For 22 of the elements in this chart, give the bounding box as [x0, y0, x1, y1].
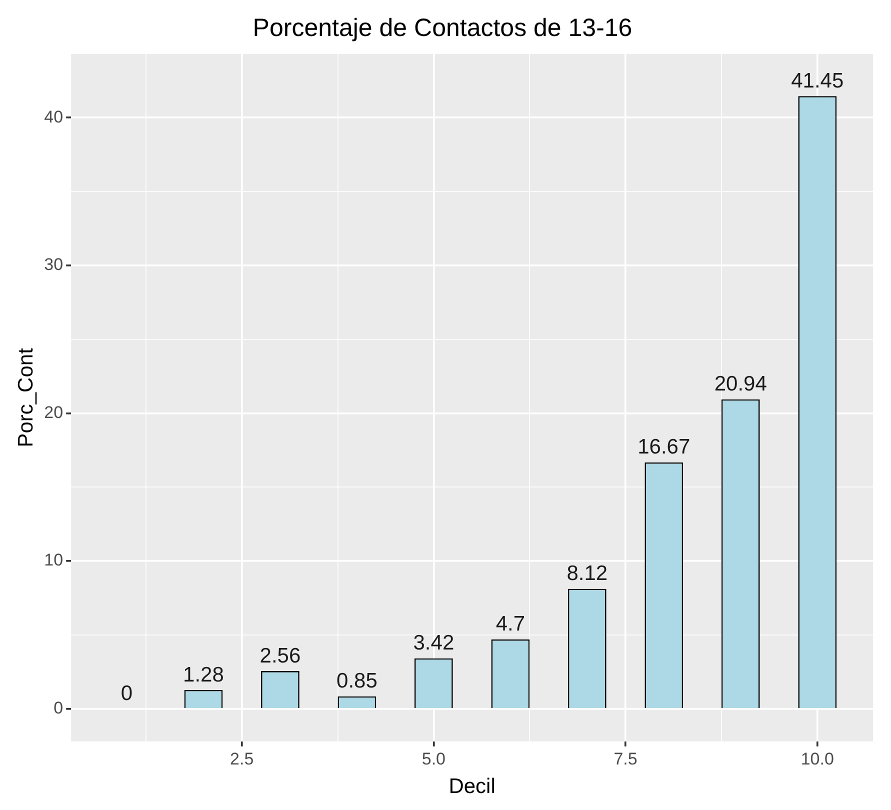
- y-axis-title: Porc_Cont: [14, 348, 38, 448]
- data-label: 4.7: [496, 612, 526, 636]
- data-label: 3.42: [413, 632, 454, 655]
- y-tick-label: 30: [44, 255, 64, 274]
- y-tick-label: 40: [44, 107, 64, 126]
- data-label: 0.85: [336, 670, 378, 693]
- data-label: 20.94: [714, 372, 768, 396]
- y-tick-label: 20: [44, 402, 64, 422]
- y-tick-label: 10: [44, 550, 64, 570]
- data-label: 0: [120, 682, 133, 706]
- y-tick-label: 0: [54, 698, 64, 718]
- data-label: 41.45: [791, 69, 844, 92]
- data-label: 16.67: [638, 436, 690, 459]
- data-label: 1.28: [183, 663, 224, 686]
- chart-title: Porcentaje de Contactos de 13-16: [252, 14, 632, 42]
- x-tick-label: 7.5: [614, 749, 638, 768]
- x-tick-label: 10.0: [800, 749, 834, 768]
- data-label: 2.56: [260, 644, 301, 668]
- data-label: 8.12: [566, 562, 608, 586]
- x-tick-label: 5.0: [422, 749, 446, 768]
- x-axis-title: Decil: [448, 775, 496, 798]
- x-tick-label: 2.5: [230, 749, 254, 768]
